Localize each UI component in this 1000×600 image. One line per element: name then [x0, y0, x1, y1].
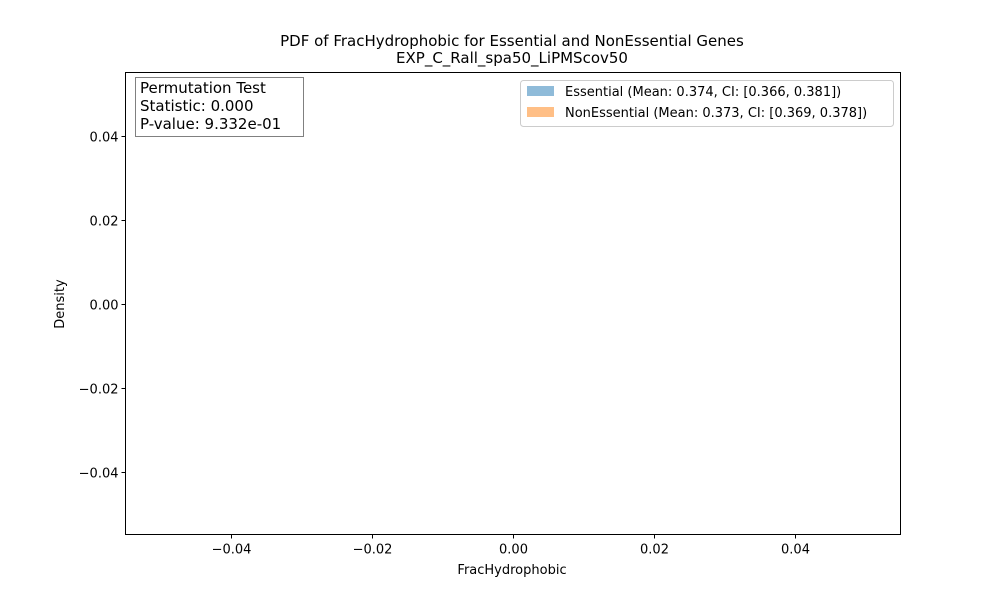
x-tick-label: 0.02	[640, 543, 669, 558]
y-axis-ticks: 0.04 0.02 0.00 −0.02 −0.04	[79, 131, 126, 482]
chart-title: PDF of FracHydrophobic for Essential and…	[280, 32, 744, 50]
legend: Essential (Mean: 0.374, CI: [0.366, 0.38…	[520, 80, 894, 127]
legend-label-nonessential: NonEssential (Mean: 0.373, CI: [0.369, 0…	[565, 106, 867, 121]
x-tick-label: 0.00	[499, 543, 528, 558]
y-tick-label: 0.02	[90, 215, 119, 230]
x-tick-label: −0.02	[353, 543, 393, 558]
x-axis-ticks: −0.04 −0.02 0.00 0.02 0.04	[212, 534, 810, 558]
legend-swatch-nonessential	[527, 107, 554, 117]
x-axis-label: FracHydrophobic	[457, 563, 566, 578]
plot-area	[125, 72, 901, 535]
legend-swatch-essential	[527, 86, 554, 96]
y-tick-label: −0.02	[79, 383, 119, 398]
x-tick-label: −0.04	[212, 543, 252, 558]
chart-subtitle: EXP_C_Rall_spa50_LiPMScov50	[396, 49, 628, 68]
x-tick-label: 0.04	[781, 543, 810, 558]
stats-box: Permutation Test Statistic: 0.000 P-valu…	[135, 77, 304, 137]
y-tick-label: 0.00	[90, 299, 119, 314]
legend-label-essential: Essential (Mean: 0.374, CI: [0.366, 0.38…	[565, 85, 841, 100]
stats-box-frame	[135, 77, 304, 137]
stats-box-statistic: Statistic: 0.000	[140, 97, 254, 115]
stats-box-title: Permutation Test	[140, 79, 266, 97]
y-tick-label: −0.04	[79, 467, 119, 482]
legend-frame	[520, 80, 894, 127]
y-axis-label: Density	[53, 279, 68, 329]
stats-box-pvalue: P-value: 9.332e-01	[140, 115, 281, 133]
y-tick-label: 0.04	[90, 131, 119, 146]
